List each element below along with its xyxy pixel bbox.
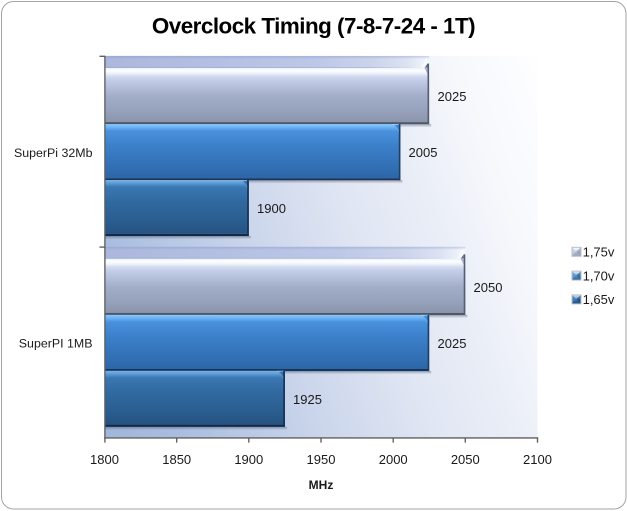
svg-text:SuperPI 1MB: SuperPI 1MB	[19, 337, 93, 351]
svg-text:SuperPi 32Mb: SuperPi 32Mb	[14, 146, 93, 160]
svg-text:1800: 1800	[90, 452, 119, 467]
svg-text:Overclock Timing (7-8-7-24 - 1: Overclock Timing (7-8-7-24 - 1T)	[152, 14, 475, 39]
svg-text:2050: 2050	[474, 280, 503, 295]
svg-text:MHz: MHz	[309, 478, 334, 492]
svg-text:1900: 1900	[257, 201, 286, 216]
svg-text:2100: 2100	[523, 452, 552, 467]
svg-text:1925: 1925	[293, 392, 322, 407]
svg-text:1950: 1950	[307, 452, 336, 467]
svg-text:1850: 1850	[162, 452, 191, 467]
svg-text:1900: 1900	[234, 452, 263, 467]
svg-text:1,65v: 1,65v	[583, 292, 615, 307]
svg-text:2005: 2005	[409, 145, 438, 160]
svg-text:2025: 2025	[438, 336, 467, 351]
svg-text:1,75v: 1,75v	[583, 245, 615, 260]
svg-text:2025: 2025	[438, 89, 467, 104]
svg-text:2000: 2000	[379, 452, 408, 467]
svg-text:2050: 2050	[451, 452, 480, 467]
svg-text:1,70v: 1,70v	[583, 268, 615, 283]
